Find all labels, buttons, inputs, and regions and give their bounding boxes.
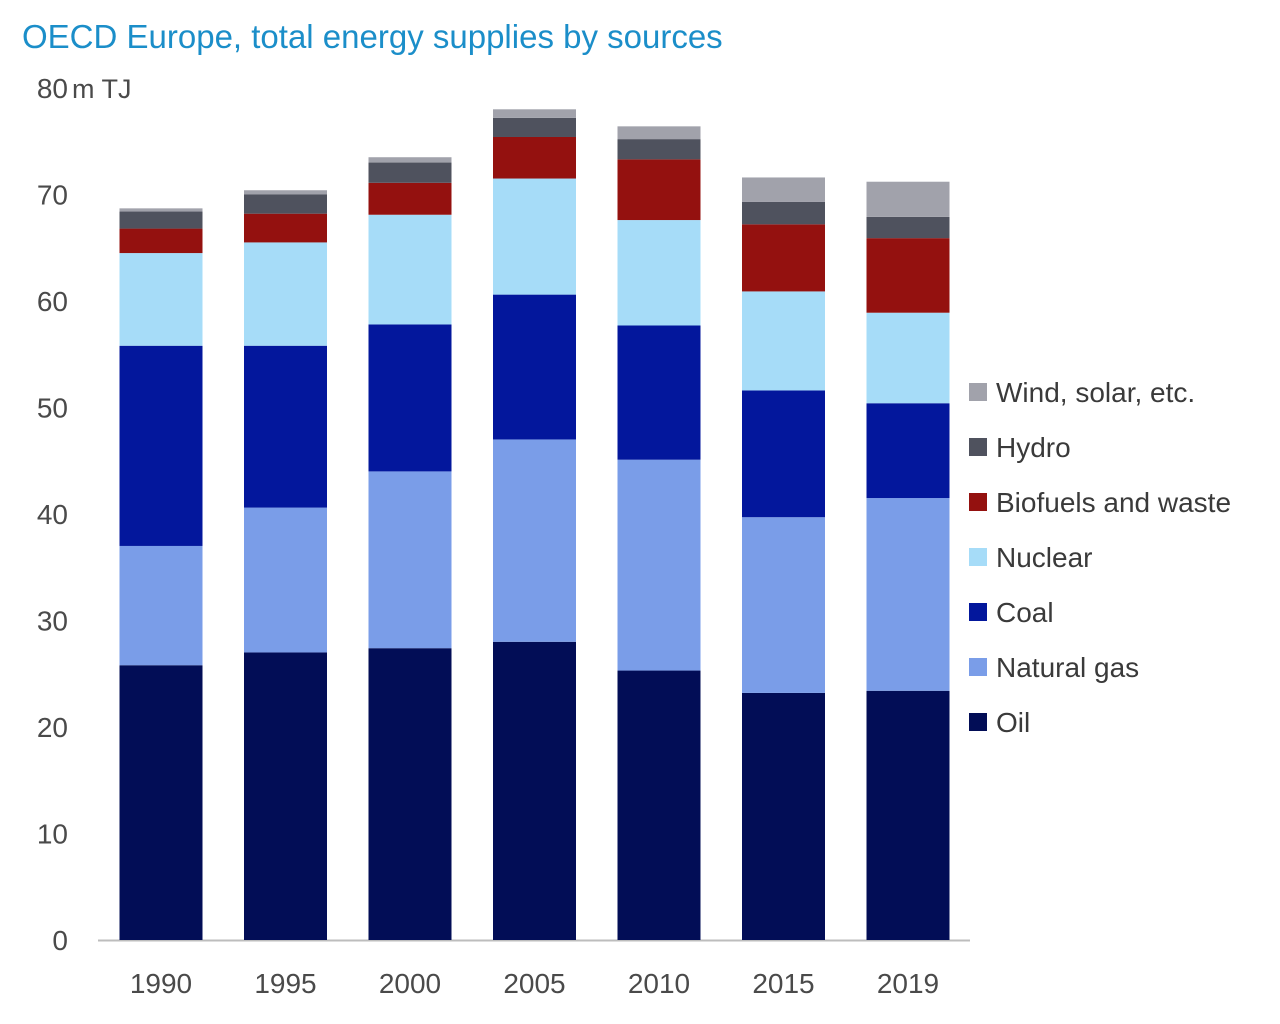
bar-segment xyxy=(866,216,950,239)
y-tick-label: 50 xyxy=(37,393,68,424)
bar-segment xyxy=(493,641,576,940)
legend-swatch xyxy=(969,383,987,401)
legend-swatch xyxy=(969,438,987,456)
bar-segment xyxy=(866,238,950,313)
bar-segment xyxy=(742,692,825,940)
bar-segment xyxy=(244,507,327,653)
x-tick-label: 2010 xyxy=(628,968,690,999)
legend-swatch xyxy=(969,658,987,676)
legend-label: Oil xyxy=(996,707,1030,738)
y-tick-label: 70 xyxy=(37,180,68,211)
y-tick-label: 20 xyxy=(37,712,68,743)
x-tick-label: 2000 xyxy=(379,968,441,999)
bar-segment xyxy=(866,403,950,499)
legend-label: Hydro xyxy=(996,432,1071,463)
bar-segment xyxy=(617,126,701,140)
legend-swatch xyxy=(969,713,987,731)
bar-segment xyxy=(368,648,452,940)
bar-segment xyxy=(866,498,950,691)
y-tick-label: 60 xyxy=(37,286,68,317)
bar-segment xyxy=(119,253,203,346)
bar-segment xyxy=(244,652,327,940)
bar-segment xyxy=(742,224,825,292)
chart-title: OECD Europe, total energy supplies by so… xyxy=(22,18,723,55)
bar-segment xyxy=(742,390,825,518)
bar-segment xyxy=(119,208,203,212)
bar-segment xyxy=(119,545,203,666)
legend-swatch xyxy=(969,603,987,621)
bar-segment xyxy=(493,109,576,118)
bar-segment xyxy=(119,345,203,546)
bar-segment xyxy=(742,177,825,202)
bar-segment xyxy=(119,211,203,229)
legend-label: Natural gas xyxy=(996,652,1139,683)
y-tick-label: 80 xyxy=(37,73,68,104)
x-tick-label: 2015 xyxy=(752,968,814,999)
bar-segment xyxy=(742,291,825,391)
bar-segment xyxy=(244,194,327,214)
bar-segment xyxy=(493,178,576,295)
y-tick-label: 0 xyxy=(52,925,68,956)
bar-segment xyxy=(866,181,950,217)
bar-segment xyxy=(368,157,452,163)
y-tick-label: 10 xyxy=(37,819,68,850)
bar-segment xyxy=(244,345,327,508)
y-axis-unit-label: m TJ xyxy=(72,74,132,104)
bar-segment xyxy=(368,471,452,649)
bar-segment xyxy=(866,312,950,404)
legend-label: Biofuels and waste xyxy=(996,487,1231,518)
legend-swatch xyxy=(969,493,987,511)
bar-segment xyxy=(119,228,203,254)
bar-segment xyxy=(119,665,203,940)
x-tick-label: 2005 xyxy=(503,968,565,999)
bar-segment xyxy=(742,201,825,225)
bar-segment xyxy=(493,439,576,642)
bar-segment xyxy=(617,670,701,940)
bar-segment xyxy=(244,242,327,346)
bar-segment xyxy=(866,690,950,940)
bar-segment xyxy=(368,324,452,472)
bar-segment xyxy=(617,139,701,160)
bar-segment xyxy=(368,162,452,183)
legend-label: Wind, solar, etc. xyxy=(996,377,1195,408)
x-tick-label: 1995 xyxy=(254,968,316,999)
bar-segment xyxy=(368,182,452,215)
bar-segment xyxy=(368,214,452,325)
bar-segment xyxy=(617,459,701,671)
bar-segment xyxy=(493,294,576,440)
y-tick-label: 40 xyxy=(37,499,68,530)
bar-segment xyxy=(617,220,701,326)
bar-segment xyxy=(742,517,825,693)
bar-segment xyxy=(244,190,327,195)
bar-segment xyxy=(617,325,701,460)
legend-label: Nuclear xyxy=(996,542,1092,573)
bar-segment xyxy=(244,213,327,243)
x-tick-label: 2019 xyxy=(877,968,939,999)
bar-segment xyxy=(493,136,576,179)
bar-segment xyxy=(493,117,576,137)
legend-label: Coal xyxy=(996,597,1054,628)
legend-swatch xyxy=(969,548,987,566)
y-tick-label: 30 xyxy=(37,606,68,637)
x-tick-label: 1990 xyxy=(130,968,192,999)
bar-segment xyxy=(617,159,701,221)
